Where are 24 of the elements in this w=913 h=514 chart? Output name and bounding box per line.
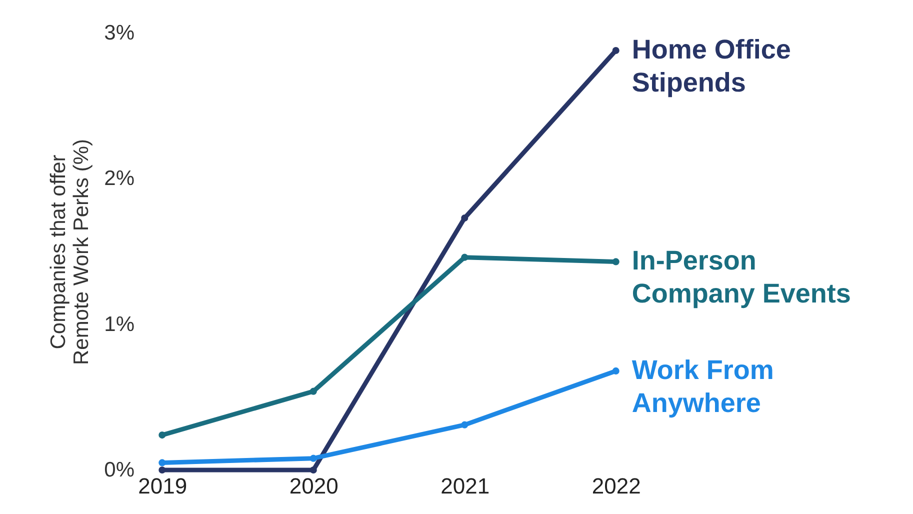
point	[461, 254, 468, 261]
x-tick-label: 2022	[592, 474, 641, 498]
point	[612, 46, 620, 54]
point	[158, 459, 166, 466]
point	[612, 258, 620, 266]
point	[310, 388, 317, 395]
point	[612, 367, 620, 374]
series-label: Work From Anywhere	[632, 354, 774, 418]
point	[461, 214, 468, 222]
point	[158, 466, 166, 474]
point	[310, 466, 317, 474]
y-tick-label: 0%	[104, 458, 134, 482]
y-tick-label: 3%	[104, 22, 134, 44]
point	[310, 454, 317, 462]
x-tick-label: 2020	[289, 474, 338, 498]
series-label: Home Office Stipends	[632, 34, 791, 98]
y-axis-title: Companies that offer Remote Work Perks (%)	[47, 139, 94, 365]
x-tick-label: 2019	[138, 474, 188, 498]
point	[158, 432, 166, 439]
point	[461, 421, 468, 428]
y-tick-label: 2%	[104, 167, 134, 190]
x-tick-label: 2021	[440, 474, 490, 498]
series-label: In-Person Company Events	[632, 246, 851, 309]
y-tick-label: 1%	[104, 312, 134, 336]
